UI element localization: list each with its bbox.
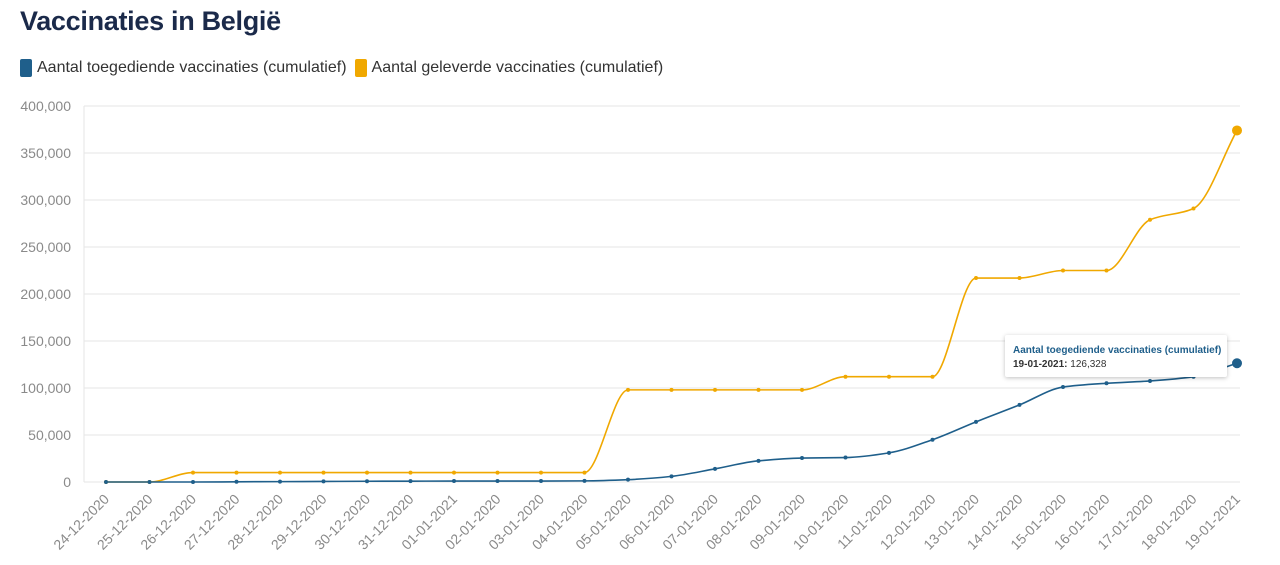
tooltip: Aantal toegediende vaccinaties (cumulati… <box>1005 335 1227 377</box>
series-points <box>104 125 1242 484</box>
data-point-delivered[interactable] <box>626 387 630 392</box>
y-tick-label: 200,000 <box>20 286 71 302</box>
data-point-delivered[interactable] <box>669 387 674 392</box>
data-point-delivered[interactable] <box>843 374 848 379</box>
y-tick-label: 400,000 <box>20 98 71 114</box>
data-point-administered[interactable] <box>1232 358 1242 369</box>
y-tick-label: 300,000 <box>20 192 71 208</box>
x-axis-ticks: 24-12-202025-12-202026-12-202027-12-2020… <box>50 491 1243 553</box>
data-point-administered[interactable] <box>104 480 108 484</box>
data-point-delivered[interactable] <box>365 470 369 475</box>
data-point-delivered[interactable] <box>1017 276 1022 281</box>
legend-label-administered: Aantal toegediende vaccinaties (cumulati… <box>37 59 347 76</box>
data-point-delivered[interactable] <box>974 276 978 281</box>
data-point-administered[interactable] <box>495 479 500 484</box>
legend-item-administered[interactable]: Aantal toegediende vaccinaties (cumulati… <box>20 59 347 77</box>
data-point-delivered[interactable] <box>1191 206 1196 211</box>
data-point-delivered[interactable] <box>930 374 935 379</box>
y-tick-label: 250,000 <box>20 239 71 255</box>
data-point-administered[interactable] <box>887 450 891 455</box>
series-line-administered[interactable] <box>106 362 1238 483</box>
data-point-administered[interactable] <box>408 479 413 484</box>
data-point-administered[interactable] <box>1061 385 1065 390</box>
data-point-administered[interactable] <box>800 456 804 461</box>
y-axis-ticks: 0 50,000 100,000 150,000 200,000 250,000 300,0… <box>20 98 71 490</box>
data-point-delivered[interactable] <box>321 470 326 475</box>
series-lines <box>106 130 1238 483</box>
data-point-delivered[interactable] <box>800 387 804 392</box>
data-point-delivered[interactable] <box>1232 125 1242 136</box>
data-point-delivered[interactable] <box>452 470 456 475</box>
legend-swatch-administered <box>20 59 32 77</box>
y-tick-label: 350,000 <box>20 145 71 161</box>
data-point-administered[interactable] <box>626 477 630 482</box>
data-point-administered[interactable] <box>278 479 282 484</box>
data-point-administered[interactable] <box>974 419 978 424</box>
y-tick-label: 100,000 <box>20 380 71 396</box>
data-point-administered[interactable] <box>321 479 326 484</box>
data-point-administered[interactable] <box>1017 402 1022 407</box>
y-tick-label: 150,000 <box>20 333 71 349</box>
data-point-administered[interactable] <box>539 479 543 484</box>
y-tick-label: 0 <box>63 474 71 490</box>
data-point-administered[interactable] <box>147 480 152 484</box>
data-point-delivered[interactable] <box>234 470 239 475</box>
legend-label-delivered: Aantal geleverde vaccinaties (cumulatief… <box>371 59 664 76</box>
data-point-administered[interactable] <box>843 455 848 460</box>
y-tick-label: 50,000 <box>28 427 71 443</box>
tooltip-date: 19-01-2021: <box>1013 359 1068 370</box>
chart-legend: Aantal toegediende vaccinaties (cumulati… <box>20 59 671 77</box>
data-point-delivered[interactable] <box>278 470 282 475</box>
data-point-administered[interactable] <box>713 466 717 471</box>
data-point-delivered[interactable] <box>1061 268 1065 273</box>
data-point-delivered[interactable] <box>582 470 587 475</box>
data-point-delivered[interactable] <box>1104 268 1109 273</box>
data-point-administered[interactable] <box>365 479 369 484</box>
legend-item-delivered[interactable]: Aantal geleverde vaccinaties (cumulatief… <box>354 59 664 77</box>
tooltip-series-name: Aantal toegediende vaccinaties (cumulati… <box>1013 345 1222 356</box>
data-point-delivered[interactable] <box>756 387 761 392</box>
data-point-delivered[interactable] <box>713 387 717 392</box>
data-point-delivered[interactable] <box>539 470 543 475</box>
data-point-administered[interactable] <box>756 458 761 463</box>
series-line-delivered[interactable] <box>106 130 1238 483</box>
data-point-administered[interactable] <box>452 479 456 484</box>
data-point-administered[interactable] <box>930 437 935 442</box>
tooltip-value: 126,328 <box>1070 359 1107 370</box>
grid-lines <box>83 105 1240 483</box>
data-point-administered[interactable] <box>669 474 674 479</box>
data-point-administered[interactable] <box>582 478 587 483</box>
page-title: Vaccinaties in België <box>20 6 281 36</box>
data-point-administered[interactable] <box>1104 381 1109 386</box>
data-point-administered[interactable] <box>1148 378 1152 383</box>
data-point-delivered[interactable] <box>1148 217 1152 222</box>
data-point-delivered[interactable] <box>495 470 500 475</box>
data-point-delivered[interactable] <box>191 470 195 475</box>
data-point-delivered[interactable] <box>408 470 413 475</box>
data-point-administered[interactable] <box>234 479 239 484</box>
data-point-delivered[interactable] <box>887 374 891 379</box>
tooltip-value-line: 19-01-2021: 126,328 <box>1013 359 1106 370</box>
legend-swatch-delivered <box>354 59 367 77</box>
data-point-administered[interactable] <box>191 480 195 484</box>
